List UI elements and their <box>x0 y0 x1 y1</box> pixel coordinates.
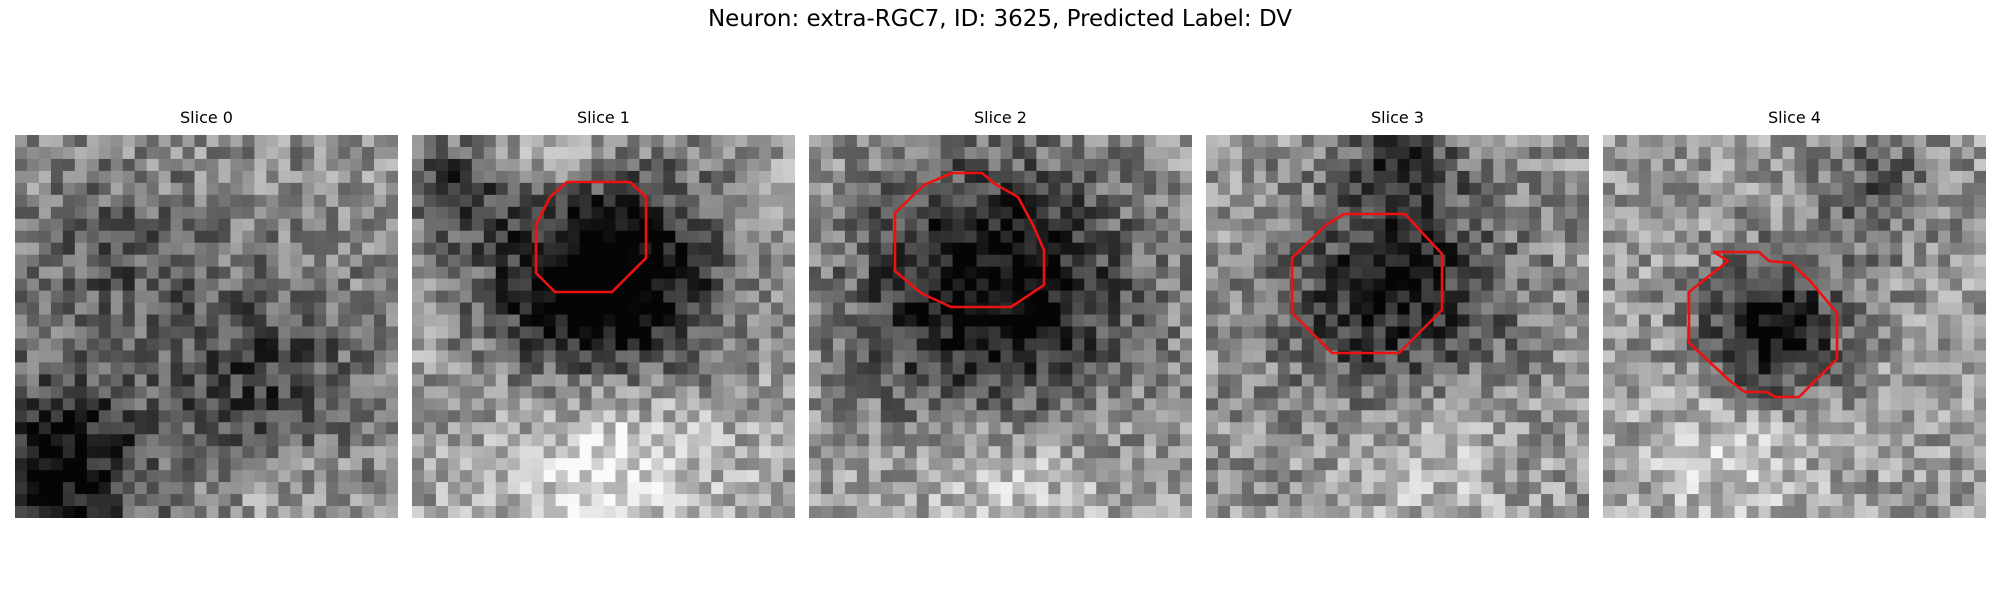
slice-0-canvas <box>15 135 398 518</box>
slice-4-contour <box>1687 250 1839 399</box>
slice-3-canvas <box>1206 135 1589 518</box>
slice-2-title: Slice 2 <box>974 108 1027 127</box>
figure-title: Neuron: extra-RGC7, ID: 3625, Predicted … <box>707 6 1293 32</box>
slice-3-image <box>1206 135 1589 518</box>
slice-4-image <box>1603 135 1986 518</box>
slice-4-canvas <box>1603 135 1986 518</box>
slice-1-canvas <box>412 135 795 518</box>
slice-1-title: Slice 1 <box>577 108 630 127</box>
slice-0-image <box>15 135 398 518</box>
slice-2-contour <box>893 171 1046 309</box>
slice-0-title: Slice 0 <box>180 108 233 127</box>
slice-1-image <box>412 135 795 518</box>
slice-4-title: Slice 4 <box>1768 108 1821 127</box>
slice-3-contour <box>1290 212 1444 355</box>
slice-3-title: Slice 3 <box>1371 108 1424 127</box>
slice-1-contour <box>534 180 648 294</box>
slice-2-canvas <box>809 135 1192 518</box>
slice-2-image <box>809 135 1192 518</box>
